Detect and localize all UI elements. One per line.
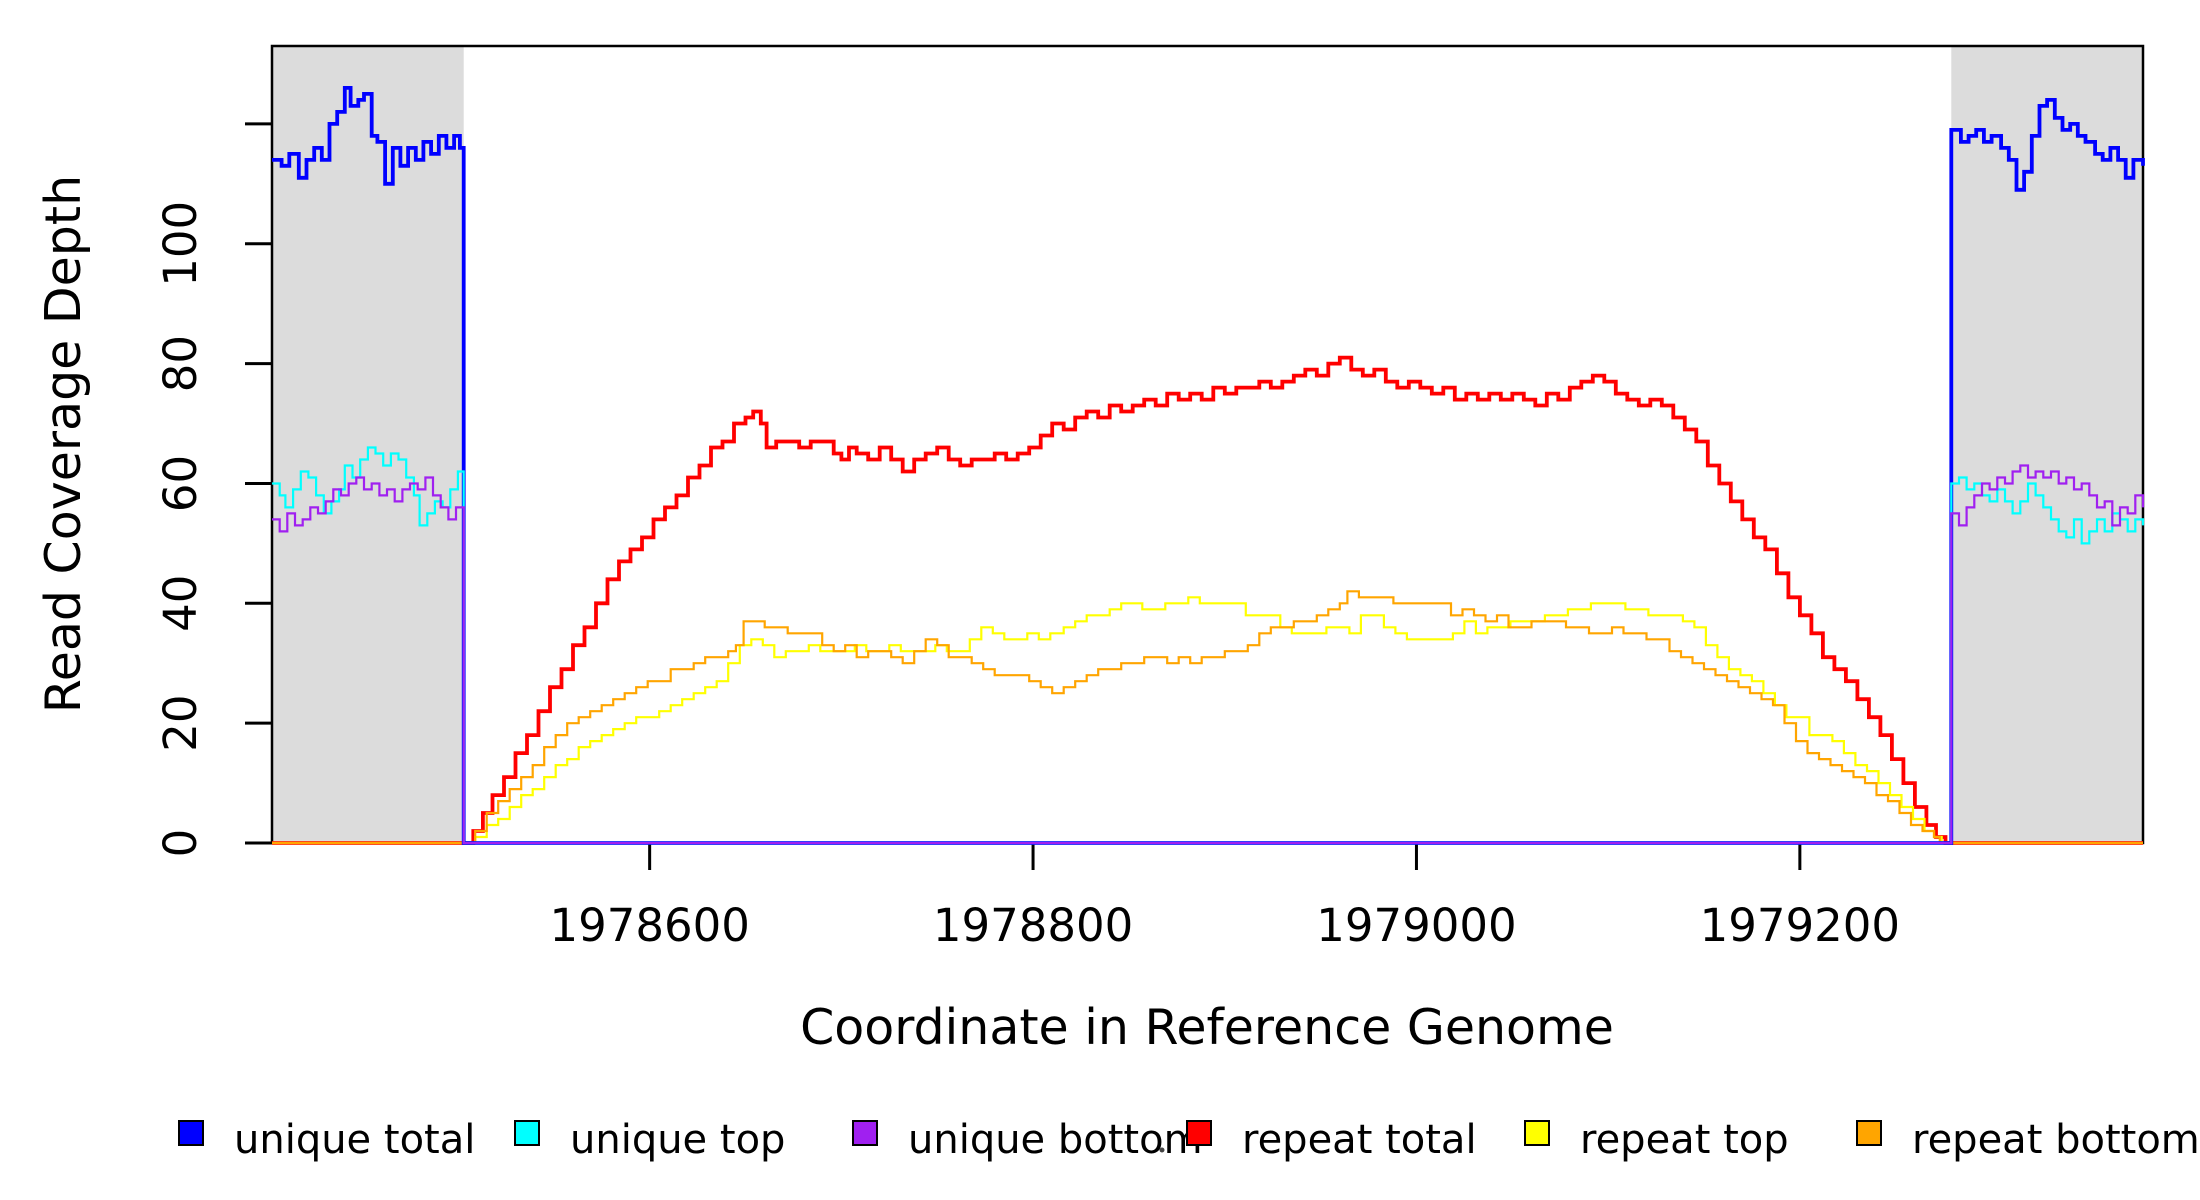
y-tick-label: 0 <box>154 829 207 858</box>
y-tick-label: 60 <box>154 455 207 512</box>
legend-item-unique-total: unique total <box>178 1117 475 1163</box>
axes: 1978600 1978800 1979000 1979200 0 20 40 60 80 100 <box>154 122 1900 952</box>
plot-border <box>270 44 2145 845</box>
legend-label-unique-top: unique top <box>570 1117 785 1163</box>
legend-item-unique-top: unique top <box>514 1117 785 1163</box>
y-axis-title: Read Coverage Depth <box>35 175 92 713</box>
series-repeat-top-line <box>272 596 2143 845</box>
legend-label-repeat-top: repeat top <box>1580 1117 1789 1163</box>
x-axis-title: Coordinate in Reference Genome <box>800 999 1614 1056</box>
legend-item-repeat-total: repeat total <box>1186 1117 1477 1163</box>
y-tick-label: 40 <box>154 575 207 632</box>
y-tick-label: 20 <box>154 695 207 752</box>
y-tick-label: 100 <box>154 201 207 287</box>
legend-label-repeat-bottom: repeat bottom <box>1912 1117 2200 1163</box>
series-repeat-total-line <box>272 355 2143 845</box>
series-repeat-bottom-line <box>272 590 2143 845</box>
legend: unique total unique top unique bottom repea… <box>178 1117 2200 1163</box>
shaded-region-right <box>1951 46 2143 843</box>
legend-label-unique-total: unique total <box>234 1117 475 1163</box>
x-tick-label: 1978800 <box>933 899 1133 952</box>
legend-swatch-repeat-bottom <box>1856 1120 1882 1146</box>
legend-item-unique-bottom: unique bottom <box>852 1117 1203 1163</box>
stray-dot <box>1159 1147 1165 1153</box>
y-tick-label: 80 <box>154 335 207 392</box>
legend-swatch-repeat-total <box>1186 1120 1212 1146</box>
shaded-regions <box>272 46 2143 843</box>
legend-swatch-unique-bottom <box>852 1120 878 1146</box>
legend-label-repeat-total: repeat total <box>1242 1117 1477 1163</box>
legend-item-repeat-bottom: repeat bottom <box>1856 1117 2200 1163</box>
legend-swatch-unique-top <box>514 1120 540 1146</box>
data-series <box>272 86 2145 845</box>
series-unique-total-line <box>272 86 2145 845</box>
x-tick-label: 1979000 <box>1316 899 1516 952</box>
legend-swatch-unique-total <box>178 1120 204 1146</box>
series-unique-bottom-line <box>272 464 2145 845</box>
series-unique-top-line <box>272 446 2145 845</box>
legend-label-unique-bottom: unique bottom <box>908 1117 1203 1163</box>
x-tick-label: 1979200 <box>1700 899 1900 952</box>
legend-item-repeat-top: repeat top <box>1524 1117 1789 1163</box>
x-tick-label: 1978600 <box>549 899 749 952</box>
legend-swatch-repeat-top <box>1524 1120 1550 1146</box>
shaded-region-left <box>272 46 464 843</box>
